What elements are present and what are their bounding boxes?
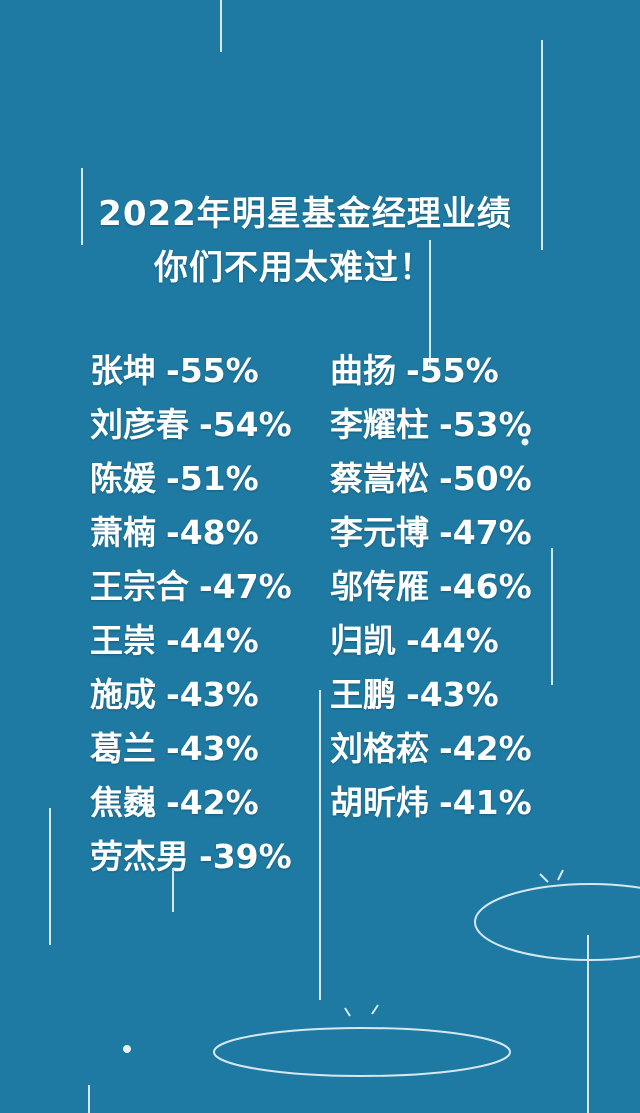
manager-name: 施成 xyxy=(90,675,156,714)
manager-change: -44% xyxy=(166,621,259,660)
manager-name: 归凯 xyxy=(330,621,396,660)
title-line-2: 你们不用太难过！ xyxy=(154,248,434,288)
manager-name: 刘格菘 xyxy=(330,729,429,768)
list-item: 刘格菘 -42% xyxy=(330,726,532,780)
manager-name: 葛兰 xyxy=(90,729,156,768)
list-item: 李耀柱 -53% xyxy=(330,402,532,456)
decor-tick xyxy=(344,1007,351,1017)
list-item: 王宗合 -47% xyxy=(90,564,292,618)
manager-name: 李耀柱 xyxy=(330,405,429,444)
list-item: 萧楠 -48% xyxy=(90,510,292,564)
manager-name: 李元博 xyxy=(330,513,429,552)
manager-name: 邬传雁 xyxy=(330,567,429,606)
manager-name: 焦巍 xyxy=(90,783,156,822)
manager-list-left: 张坤 -55% 刘彦春 -54% 陈媛 -51% 萧楠 -48% 王宗合 -47% 王崇 -… xyxy=(90,348,292,888)
manager-change: -42% xyxy=(166,783,259,822)
manager-change: -43% xyxy=(406,675,499,714)
list-item: 蔡嵩松 -50% xyxy=(330,456,532,510)
decor-ellipse xyxy=(213,1027,511,1077)
list-item: 胡昕炜 -41% xyxy=(330,780,532,834)
list-item: 王鹏 -43% xyxy=(330,672,532,726)
manager-change: -42% xyxy=(439,729,532,768)
list-item: 曲扬 -55% xyxy=(330,348,532,402)
manager-name: 劳杰男 xyxy=(90,837,189,876)
list-item: 张坤 -55% xyxy=(90,348,292,402)
list-item: 王崇 -44% xyxy=(90,618,292,672)
manager-change: -43% xyxy=(166,675,259,714)
list-item: 葛兰 -43% xyxy=(90,726,292,780)
manager-change: -47% xyxy=(199,567,292,606)
list-item: 邬传雁 -46% xyxy=(330,564,532,618)
decor-ellipse xyxy=(474,883,640,961)
list-item: 施成 -43% xyxy=(90,672,292,726)
title-line-1: 2022年明星基金经理业绩 xyxy=(98,194,512,234)
list-item: 李元博 -47% xyxy=(330,510,532,564)
manager-change: -55% xyxy=(166,351,259,390)
manager-change: -39% xyxy=(199,837,292,876)
manager-name: 王鹏 xyxy=(330,675,396,714)
manager-name: 陈媛 xyxy=(90,459,156,498)
list-item: 劳杰男 -39% xyxy=(90,834,292,888)
decor-tick xyxy=(371,1004,379,1015)
manager-name: 王宗合 xyxy=(90,567,189,606)
decor-dot xyxy=(123,1045,131,1053)
manager-change: -53% xyxy=(439,405,532,444)
manager-name: 王崇 xyxy=(90,621,156,660)
manager-name: 刘彦春 xyxy=(90,405,189,444)
manager-name: 胡昕炜 xyxy=(330,783,429,822)
manager-change: -41% xyxy=(439,783,532,822)
manager-change: -54% xyxy=(199,405,292,444)
manager-change: -44% xyxy=(406,621,499,660)
manager-change: -51% xyxy=(166,459,259,498)
decor-tick xyxy=(539,873,549,883)
list-item: 陈媛 -51% xyxy=(90,456,292,510)
manager-change: -50% xyxy=(439,459,532,498)
manager-change: -47% xyxy=(439,513,532,552)
manager-change: -43% xyxy=(166,729,259,768)
manager-name: 张坤 xyxy=(90,351,156,390)
decor-dot xyxy=(521,438,529,446)
manager-name: 萧楠 xyxy=(90,513,156,552)
manager-change: -55% xyxy=(406,351,499,390)
list-item: 归凯 -44% xyxy=(330,618,532,672)
decor-tick xyxy=(557,869,564,881)
list-item: 焦巍 -42% xyxy=(90,780,292,834)
manager-change: -46% xyxy=(439,567,532,606)
manager-name: 曲扬 xyxy=(330,351,396,390)
manager-name: 蔡嵩松 xyxy=(330,459,429,498)
manager-list-right: 曲扬 -55% 李耀柱 -53% 蔡嵩松 -50% 李元博 -47% 邬传雁 -46% 归… xyxy=(330,348,532,834)
manager-change: -48% xyxy=(166,513,259,552)
list-item: 刘彦春 -54% xyxy=(90,402,292,456)
